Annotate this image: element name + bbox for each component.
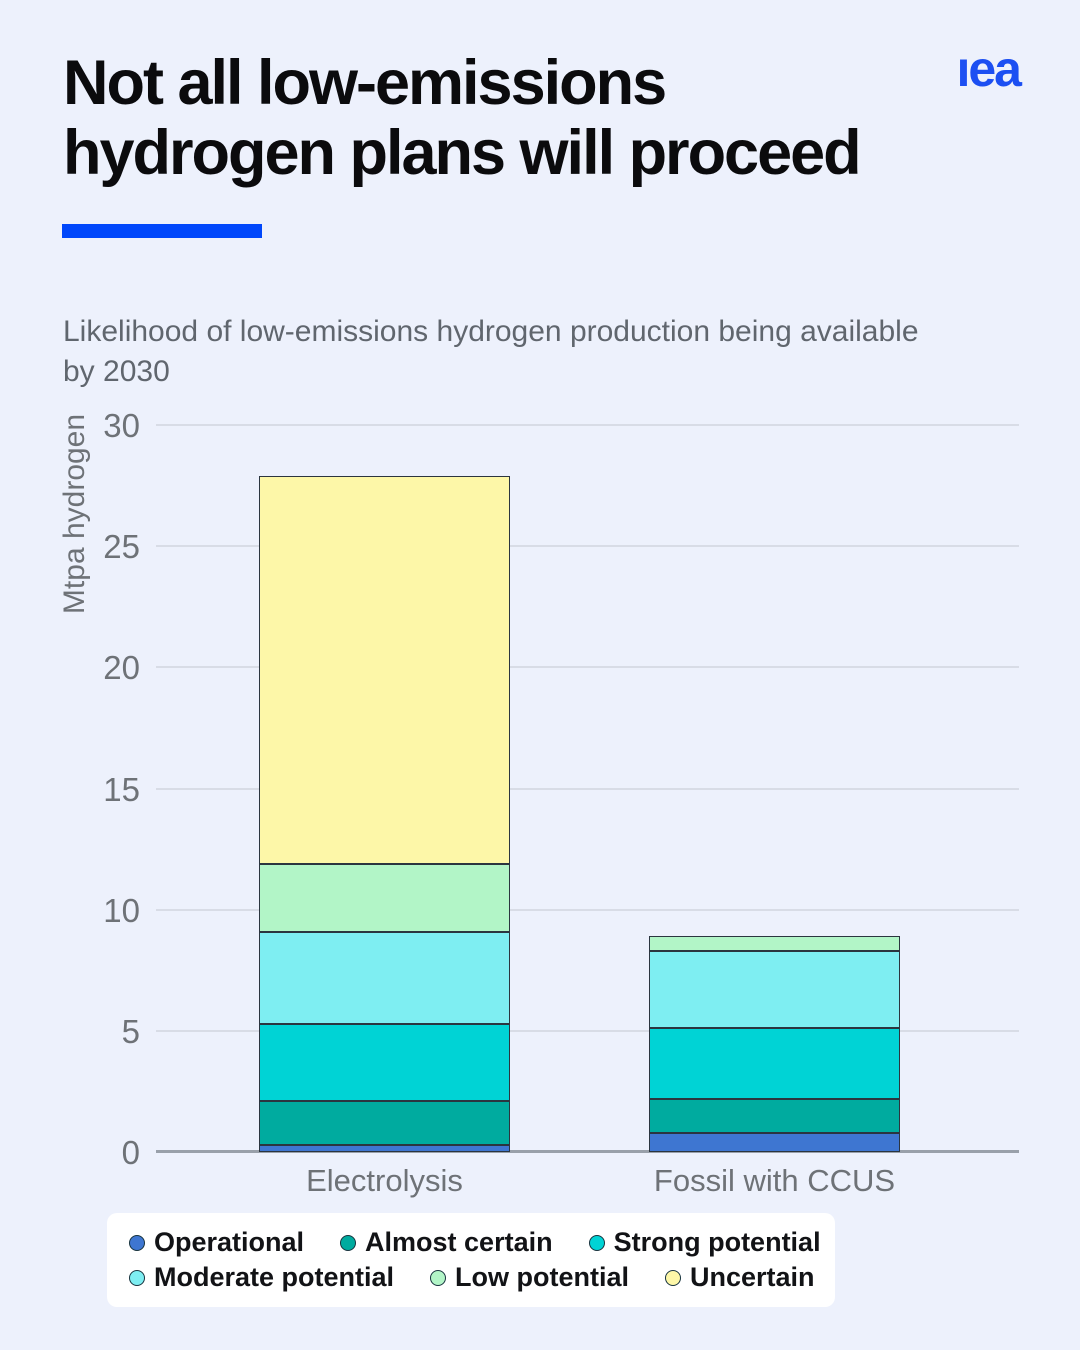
- title-line-1: Not all low-emissions: [63, 48, 667, 118]
- legend-item: Operational: [129, 1227, 304, 1258]
- y-tick-label: 15: [103, 770, 140, 808]
- chart-subtitle-line-2: by 2030: [63, 355, 170, 388]
- legend-row: Operational Almost certain Strong potentia…: [129, 1227, 821, 1258]
- y-gridline: [156, 545, 1019, 548]
- legend-color-dot: [129, 1234, 145, 1251]
- y-gridline: [156, 666, 1019, 669]
- chart-legend: Operational Almost certain Strong potentia…: [107, 1213, 835, 1307]
- bar-segment: [649, 1132, 900, 1152]
- y-tick-label: 0: [121, 1134, 140, 1171]
- legend-label: Low potential: [455, 1262, 630, 1292]
- x-category-label: Fossil with CCUS: [653, 1163, 896, 1198]
- title-accent-bar: [62, 224, 262, 238]
- title-line-2: hydrogen plans will proceed: [63, 118, 862, 188]
- bar-segment: [649, 950, 900, 1029]
- y-tick-label: 30: [103, 407, 140, 445]
- iea-logo: ıea: [956, 41, 1022, 97]
- bar-segment: [259, 1101, 510, 1145]
- y-tick-label: 10: [103, 891, 140, 929]
- legend-label: Almost certain: [365, 1227, 553, 1257]
- legend-label: Uncertain: [690, 1262, 815, 1292]
- legend-item: Uncertain: [665, 1262, 815, 1293]
- bar-segment: [649, 1028, 900, 1099]
- y-tick-label: 25: [103, 528, 140, 566]
- y-gridline: [156, 787, 1019, 790]
- legend-item: Low potential: [430, 1262, 629, 1293]
- y-gridline: [156, 1029, 1019, 1032]
- y-gridline: [156, 908, 1019, 911]
- y-tick-label: 20: [103, 649, 140, 687]
- legend-item: Almost certain: [340, 1227, 553, 1258]
- legend-label: Moderate potential: [154, 1262, 395, 1292]
- page-title: Not all low-emissions hydrogen plans wil…: [63, 48, 963, 188]
- bar-segment: [259, 931, 510, 1024]
- bar-segment: [259, 475, 510, 864]
- legend-label: Strong potential: [613, 1227, 821, 1257]
- legend-label: Operational: [154, 1227, 305, 1257]
- x-category-label: Electrolysis: [306, 1163, 463, 1198]
- bar-segment: [259, 1144, 510, 1152]
- bar-segment: [649, 936, 900, 951]
- y-tick-label: 5: [121, 1012, 140, 1050]
- y-axis-title: Mtpa hydrogen: [58, 413, 91, 615]
- legend-item: Strong potential: [588, 1227, 821, 1258]
- legend-color-dot: [665, 1269, 682, 1286]
- y-gridline: [156, 424, 1019, 427]
- bar-segment: [259, 863, 510, 932]
- chart-subtitle: Likelihood of low-emissions hydrogen pro…: [63, 312, 1023, 392]
- bar-segment: [259, 1023, 510, 1102]
- bar-segment: [649, 1098, 900, 1133]
- legend-item: Moderate potential: [129, 1262, 394, 1293]
- legend-color-dot: [430, 1269, 447, 1286]
- chart-subtitle-line-1: Likelihood of low-emissions hydrogen pro…: [63, 315, 919, 348]
- legend-color-dot: [129, 1269, 145, 1286]
- x-axis-line: [156, 1150, 1019, 1153]
- legend-color-dot: [340, 1234, 357, 1251]
- legend-color-dot: [588, 1234, 605, 1251]
- legend-row: Moderate potential Low potential Uncertain: [129, 1262, 815, 1293]
